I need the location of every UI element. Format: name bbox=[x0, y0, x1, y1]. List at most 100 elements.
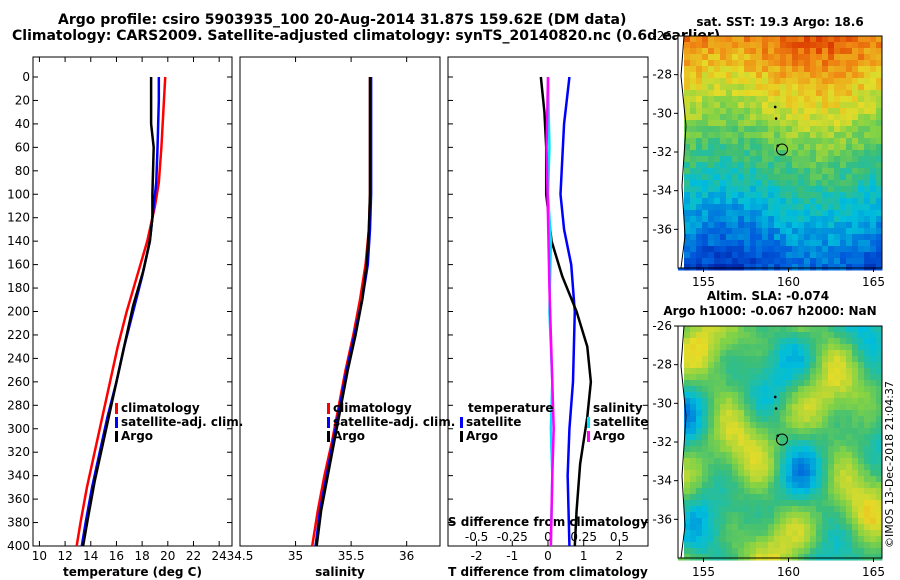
sla-map-argo-marker bbox=[776, 433, 789, 446]
sla-map-cell bbox=[696, 350, 703, 357]
sla-map-cell bbox=[732, 512, 739, 519]
sla-map-cell bbox=[822, 350, 829, 357]
sst-map-cell bbox=[852, 162, 859, 169]
sla-map-cell bbox=[822, 530, 829, 537]
sla-map-cell bbox=[768, 554, 775, 561]
sla-map-cell bbox=[822, 512, 829, 519]
sst-map-cell bbox=[684, 60, 691, 67]
sla-map-cell bbox=[744, 536, 751, 543]
sst-map-cell bbox=[690, 48, 697, 55]
sst-map-cell bbox=[768, 102, 775, 109]
sst-map-cell bbox=[864, 186, 871, 193]
sla-map-cell bbox=[708, 524, 715, 531]
sst-map-cell bbox=[720, 102, 727, 109]
sla-map-cell bbox=[828, 470, 835, 477]
sla-map-cell bbox=[726, 506, 733, 513]
sla-map-cell bbox=[810, 362, 817, 369]
sla-map-cell bbox=[792, 392, 799, 399]
sst-map-cell bbox=[810, 246, 817, 253]
sst-map-cell bbox=[696, 78, 703, 85]
sla-map-cell bbox=[756, 464, 763, 471]
sla-map-cell bbox=[870, 476, 877, 483]
sst-map-cell bbox=[852, 144, 859, 151]
sst-map-cell bbox=[816, 36, 823, 43]
sst-map-cell bbox=[720, 240, 727, 247]
sst-map-cell bbox=[804, 54, 811, 61]
sst-map-cell bbox=[738, 234, 745, 241]
sst-map-cell bbox=[744, 114, 751, 121]
sla-map-cell bbox=[822, 548, 829, 555]
sst-map-cell bbox=[768, 174, 775, 181]
sla-map-cell bbox=[768, 422, 775, 429]
sst-map-cell bbox=[810, 240, 817, 247]
sla-map-cell bbox=[750, 536, 757, 543]
sst-map-cell bbox=[822, 186, 829, 193]
sst-map-cell bbox=[864, 60, 871, 67]
sla-map-cell bbox=[810, 488, 817, 495]
temperature-xtick-label: 14 bbox=[83, 549, 98, 563]
sst-map-cell bbox=[858, 192, 865, 199]
sla-map-cell bbox=[774, 362, 781, 369]
sst-map-cell bbox=[690, 228, 697, 235]
sst-map-cell bbox=[840, 192, 847, 199]
differences-x2tick-label: 0.5 bbox=[610, 530, 629, 544]
sla-map-cell bbox=[822, 392, 829, 399]
sst-map-cell bbox=[708, 222, 715, 229]
sla-map-cell bbox=[846, 464, 853, 471]
sst-map-cell bbox=[756, 126, 763, 133]
sst-map-cell bbox=[690, 186, 697, 193]
sla-map-cell bbox=[768, 464, 775, 471]
sla-map-cell bbox=[696, 554, 703, 561]
sla-map-cell bbox=[828, 476, 835, 483]
sst-map-cell bbox=[696, 240, 703, 247]
sst-map-cell bbox=[690, 180, 697, 187]
sla-map-cell bbox=[828, 404, 835, 411]
sst-map-cell bbox=[762, 42, 769, 49]
sla-map-cell bbox=[816, 518, 823, 525]
sst-map-cell bbox=[756, 84, 763, 91]
sst-map-cell bbox=[744, 36, 751, 43]
sla-map-cell bbox=[846, 482, 853, 489]
sst-map-cell bbox=[834, 216, 841, 223]
sst-map-cell bbox=[756, 78, 763, 85]
sla-map-cell bbox=[690, 500, 697, 507]
sla-map-cell bbox=[738, 338, 745, 345]
sst-map-cell bbox=[774, 90, 781, 97]
sst-map-cell bbox=[798, 72, 805, 79]
sst-map-cell bbox=[690, 144, 697, 151]
sst-map-cell bbox=[762, 36, 769, 43]
sla-map-cell bbox=[714, 512, 721, 519]
sst-map-cell bbox=[756, 210, 763, 217]
sla-map-cell bbox=[756, 452, 763, 459]
sla-map-cell bbox=[828, 440, 835, 447]
sst-map-cell bbox=[852, 132, 859, 139]
sst-map-cell bbox=[696, 246, 703, 253]
sst-map-cell bbox=[708, 246, 715, 253]
sla-map-cell bbox=[726, 524, 733, 531]
sst-map-cell bbox=[858, 216, 865, 223]
sla-map-cell bbox=[798, 416, 805, 423]
sla-map-cell bbox=[846, 332, 853, 339]
sla-map-cell bbox=[762, 542, 769, 549]
sla-map-cell bbox=[714, 344, 721, 351]
sst-map-cell bbox=[876, 66, 883, 73]
sst-map-cell bbox=[876, 156, 883, 163]
sst-map-cell bbox=[708, 138, 715, 145]
differences-legend-swatch bbox=[587, 431, 590, 442]
sst-map-cell bbox=[864, 216, 871, 223]
sla-map-cell bbox=[714, 428, 721, 435]
sla-map-cell bbox=[750, 356, 757, 363]
sla-map-cell bbox=[750, 422, 757, 429]
sla-map-cell bbox=[732, 506, 739, 513]
sst-map-cell bbox=[834, 240, 841, 247]
sst-map-cell bbox=[876, 54, 883, 61]
sst-map-cell bbox=[774, 120, 781, 127]
sst-map-cell bbox=[738, 162, 745, 169]
sst-map-cell bbox=[696, 42, 703, 49]
sla-map-cell bbox=[774, 476, 781, 483]
sla-map-cell bbox=[750, 530, 757, 537]
sla-map-cell bbox=[786, 548, 793, 555]
sla-map-cell bbox=[726, 482, 733, 489]
sst-map-cell bbox=[822, 66, 829, 73]
sst-map-cell bbox=[696, 174, 703, 181]
